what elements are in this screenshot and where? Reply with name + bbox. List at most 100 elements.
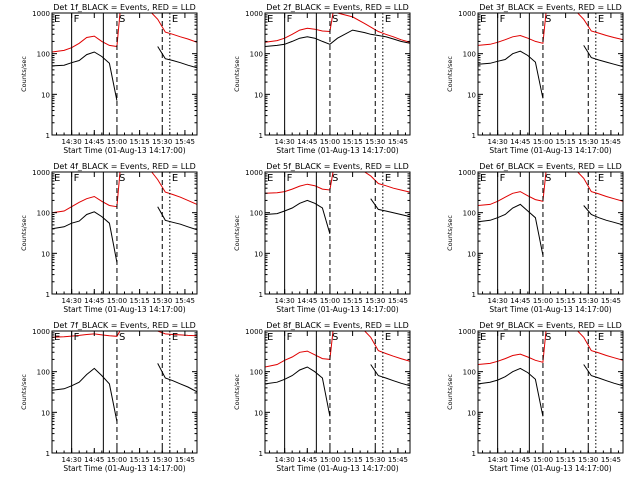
y-tick-label: 1000	[32, 328, 50, 336]
event-marker-label: F	[74, 14, 80, 25]
event-marker-label: E	[267, 332, 273, 343]
y-tick-label: 1000	[32, 169, 50, 177]
y-tick-label: 1	[472, 291, 476, 299]
series-line-events	[265, 198, 410, 235]
y-tick-label: 100	[250, 51, 263, 59]
event-marker-label: F	[287, 173, 293, 184]
series-line-events	[265, 364, 410, 417]
y-tick-label: 1000	[245, 328, 263, 336]
y-tick-label: 1000	[458, 328, 476, 336]
y-tick-label: 100	[250, 369, 263, 377]
x-tick-label: 14:45	[297, 456, 317, 464]
series-line-lld	[265, 172, 410, 194]
event-marker-label: E	[54, 14, 60, 25]
panel-det-4: Det 4f_BLACK = Events, RED = LLD E F S E 1 10 1…	[20, 162, 198, 314]
event-marker-label: F	[500, 173, 506, 184]
y-axis-label: Counts/sec	[233, 374, 241, 410]
series-line-events	[478, 203, 623, 256]
x-axis-label: Start Time (01-Aug-13 14:17:00)	[276, 305, 398, 314]
y-tick-label: 1	[46, 132, 50, 140]
x-tick-label: 15:45	[388, 297, 408, 305]
panel-det-8: Det 8f_BLACK = Events, RED = LLD E F S E 1 10 1…	[233, 321, 411, 473]
x-tick-label: 14:45	[84, 297, 104, 305]
plot-frame	[51, 330, 198, 454]
event-marker-label: E	[480, 173, 486, 184]
plot-frame	[477, 330, 624, 454]
y-tick-label: 100	[37, 369, 50, 377]
x-tick-label: 15:30	[365, 456, 385, 464]
plot-frame	[477, 171, 624, 295]
y-axis-label: Counts/sec	[233, 56, 241, 92]
event-marker-label: S	[545, 14, 551, 25]
series-line-lld	[265, 331, 410, 368]
plot-frame	[264, 12, 411, 136]
y-tick-label: 10	[41, 91, 50, 99]
y-axis-label: Counts/sec	[20, 56, 28, 92]
event-marker-label: E	[598, 173, 604, 184]
panel-det-6: Det 6f_BLACK = Events, RED = LLD E F S E 1 10 1…	[446, 162, 624, 314]
x-tick-label: 15:00	[320, 456, 340, 464]
panel-det-1: Det 1f_BLACK = Events, RED = LLD E F S E 1 10 1…	[20, 3, 198, 155]
series-line-events	[478, 364, 623, 417]
panel-title: Det 2f_BLACK = Events, RED = LLD	[266, 3, 409, 12]
series-line-events	[52, 206, 197, 263]
x-tick-label: 15:45	[601, 456, 621, 464]
series-line-lld	[478, 331, 623, 365]
x-axis-label: Start Time (01-Aug-13 14:17:00)	[276, 464, 398, 473]
y-tick-label: 1000	[245, 10, 263, 18]
x-axis-label: Start Time (01-Aug-13 14:17:00)	[489, 464, 611, 473]
x-tick-label: 14:45	[510, 456, 530, 464]
series-line-lld	[265, 13, 410, 43]
y-tick-label: 100	[37, 51, 50, 59]
x-tick-label: 15:15	[130, 297, 150, 305]
x-tick-label: 15:45	[601, 297, 621, 305]
x-tick-label: 15:00	[320, 138, 340, 146]
x-axis-label: Start Time (01-Aug-13 14:17:00)	[63, 305, 185, 314]
event-marker-label: S	[545, 173, 551, 184]
plot-frame	[264, 330, 411, 454]
x-tick-label: 15:15	[556, 138, 576, 146]
x-tick-label: 15:15	[343, 138, 363, 146]
event-marker-label: S	[332, 332, 338, 343]
event-marker-label: S	[119, 14, 125, 25]
x-tick-label: 15:30	[152, 456, 172, 464]
x-axis-label: Start Time (01-Aug-13 14:17:00)	[489, 146, 611, 155]
x-tick-label: 15:00	[533, 138, 553, 146]
y-tick-label: 1	[472, 132, 476, 140]
y-axis-label: Counts/sec	[446, 215, 454, 251]
x-tick-label: 15:00	[533, 297, 553, 305]
panel-title: Det 1f_BLACK = Events, RED = LLD	[53, 3, 196, 12]
panel-title: Det 3f_BLACK = Events, RED = LLD	[479, 3, 622, 12]
plot-frame	[51, 171, 198, 295]
series-line-events	[52, 363, 197, 422]
event-marker-label: S	[332, 14, 338, 25]
y-axis-label: Counts/sec	[446, 56, 454, 92]
x-tick-label: 14:45	[510, 138, 530, 146]
y-tick-label: 1000	[458, 10, 476, 18]
event-marker-label: S	[545, 332, 551, 343]
panel-title: Det 9f_BLACK = Events, RED = LLD	[479, 321, 622, 330]
series-line-events	[478, 45, 623, 99]
event-marker-label: S	[119, 173, 125, 184]
y-tick-label: 1	[46, 450, 50, 458]
y-tick-label: 100	[463, 210, 476, 218]
y-tick-label: 10	[254, 409, 263, 417]
event-marker-label: F	[287, 332, 293, 343]
x-tick-label: 15:45	[175, 297, 195, 305]
y-tick-label: 1	[472, 450, 476, 458]
y-tick-label: 1	[259, 132, 263, 140]
y-tick-label: 10	[254, 250, 263, 258]
panel-det-9: Det 9f_BLACK = Events, RED = LLD E F S E 1 10 1…	[446, 321, 624, 473]
y-axis-label: Counts/sec	[20, 215, 28, 251]
x-tick-label: 15:15	[556, 297, 576, 305]
y-tick-label: 100	[463, 369, 476, 377]
x-tick-label: 14:45	[84, 456, 104, 464]
x-tick-label: 15:15	[343, 297, 363, 305]
x-tick-label: 15:15	[130, 138, 150, 146]
y-tick-label: 1000	[458, 169, 476, 177]
y-tick-label: 1	[259, 291, 263, 299]
x-axis-label: Start Time (01-Aug-13 14:17:00)	[63, 146, 185, 155]
plot-frame	[51, 12, 198, 136]
x-tick-label: 15:45	[388, 456, 408, 464]
